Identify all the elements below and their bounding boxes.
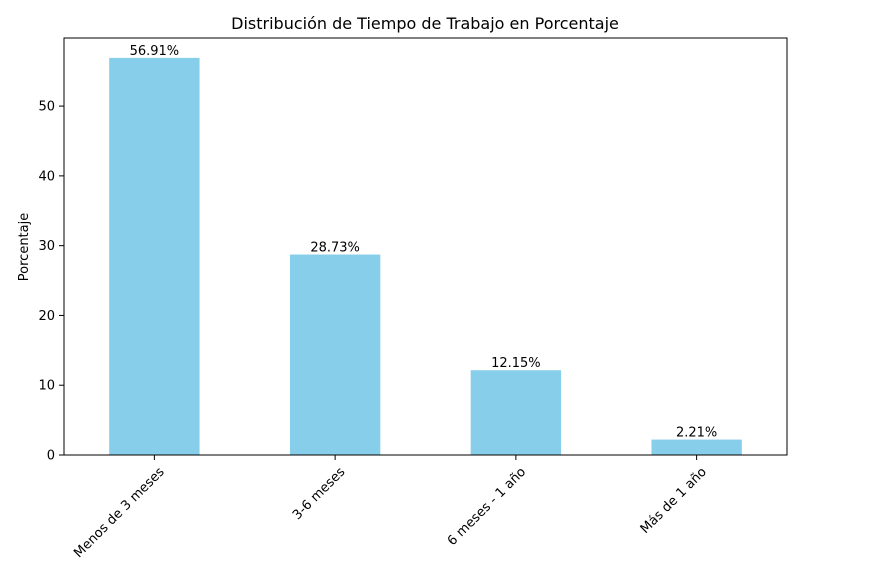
y-tick-label-10: 10 bbox=[38, 379, 55, 394]
y-tick-label-50: 50 bbox=[38, 100, 55, 115]
bar-3 bbox=[470, 370, 562, 455]
plot-area: 56.91% 28.73% 12.15% 2.21% 0 10 20 30 40 50 Menos … bbox=[38, 37, 788, 562]
data-label-4: 2.21% bbox=[676, 426, 717, 441]
data-label-1: 56.91% bbox=[130, 44, 180, 59]
bar-4 bbox=[651, 439, 742, 455]
x-tick-label-4: Más de 1 año bbox=[638, 465, 710, 537]
data-label-3: 12.15% bbox=[491, 356, 541, 371]
y-tick-label-40: 40 bbox=[38, 169, 55, 184]
plot-frame bbox=[63, 37, 788, 456]
x-tick-label-3: 6 meses - 1 año bbox=[445, 465, 529, 549]
y-tick-label-0: 0 bbox=[47, 449, 55, 464]
y-tick-label-20: 20 bbox=[38, 309, 55, 324]
y-axis-label: Porcentaje bbox=[17, 213, 32, 281]
chart-title: Distribución de Tiempo de Trabajo en Por… bbox=[231, 14, 619, 33]
data-label-2: 28.73% bbox=[310, 241, 360, 256]
x-tick-label-2: 3-6 meses bbox=[290, 465, 349, 524]
bar-1 bbox=[109, 57, 200, 455]
y-tick-label-30: 30 bbox=[38, 239, 55, 254]
bar-2 bbox=[289, 254, 381, 455]
x-tick-label-1: Menos de 3 meses bbox=[71, 465, 168, 562]
